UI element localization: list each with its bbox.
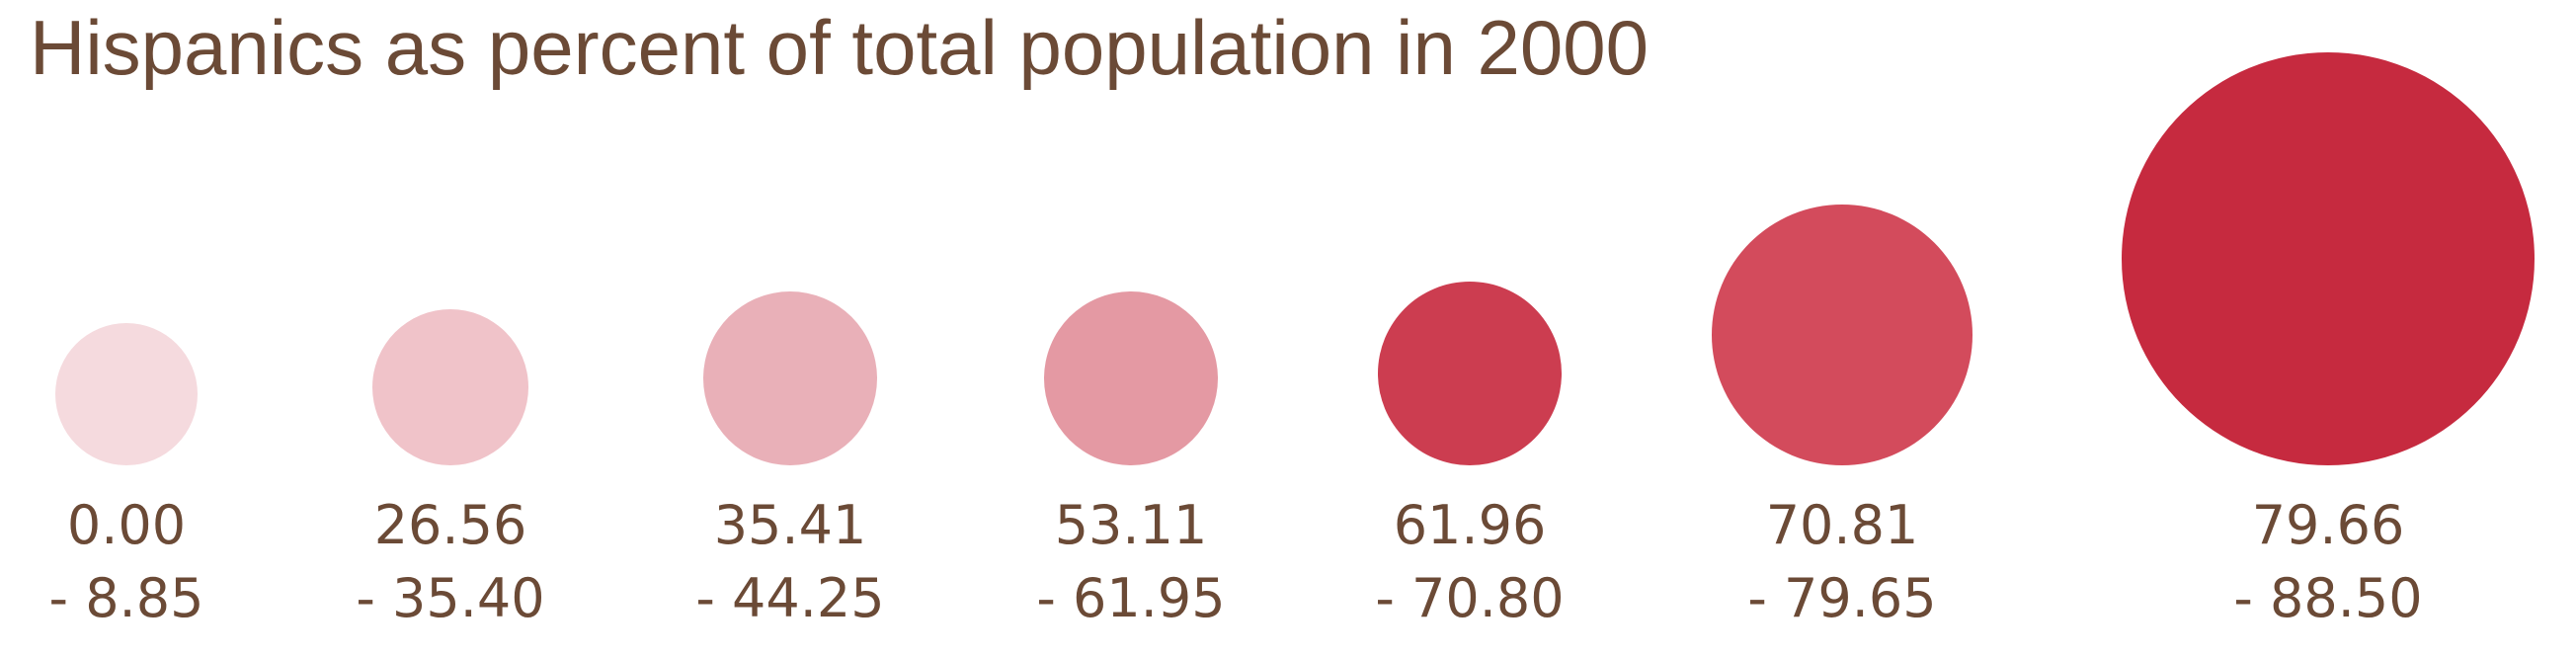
legend-range-to-7: - 88.50	[2233, 567, 2422, 629]
legend-circle-2	[372, 309, 528, 465]
legend-circle-7	[2122, 52, 2535, 465]
legend-range-from-6: 70.81	[1766, 494, 1919, 556]
chart-title: Hispanics as percent of total population…	[30, 4, 1650, 91]
legend-range-from-2: 26.56	[374, 494, 527, 556]
legend-range-to-6: - 79.65	[1747, 567, 1936, 629]
legend-circle-5	[1378, 282, 1562, 465]
legend-circle-4	[1044, 291, 1218, 465]
legend-range-from-4: 53.11	[1055, 494, 1208, 556]
legend-range-to-4: - 61.95	[1036, 567, 1225, 629]
legend-range-to-3: - 44.25	[695, 567, 884, 629]
legend-range-to-5: - 70.80	[1375, 567, 1564, 629]
legend-circle-1	[55, 323, 198, 465]
legend-range-from-5: 61.96	[1394, 494, 1547, 556]
legend-circle-3	[703, 291, 877, 465]
legend-range-from-3: 35.41	[714, 494, 867, 556]
legend-range-to-2: - 35.40	[356, 567, 544, 629]
legend-range-to-1: - 8.85	[49, 567, 204, 629]
legend-circle-6	[1712, 205, 1972, 465]
legend-range-from-7: 79.66	[2252, 494, 2405, 556]
legend-range-from-1: 0.00	[67, 494, 186, 556]
